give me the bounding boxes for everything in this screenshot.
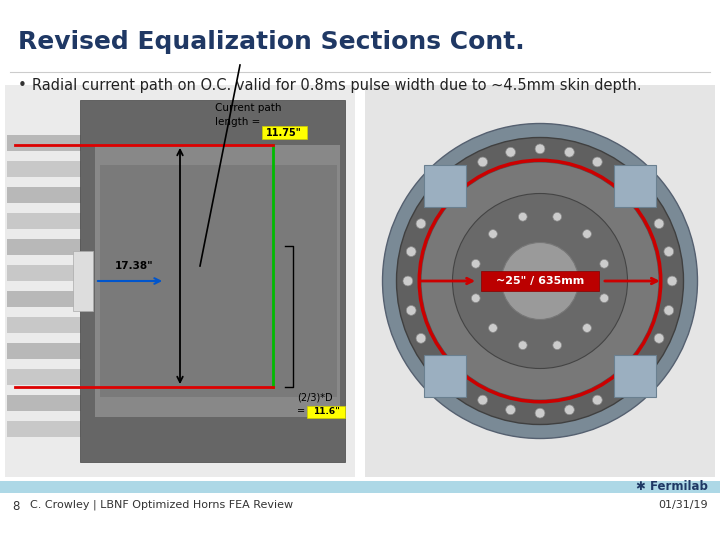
Circle shape: [654, 219, 664, 228]
Bar: [307, 406, 345, 418]
Circle shape: [489, 323, 498, 333]
Circle shape: [403, 276, 413, 286]
Text: 17.38": 17.38": [114, 261, 153, 271]
Circle shape: [564, 147, 575, 157]
Text: length =: length =: [215, 117, 264, 127]
Bar: [7, 187, 83, 203]
Bar: [95, 145, 340, 417]
Circle shape: [472, 259, 480, 268]
Bar: [365, 85, 715, 477]
Text: Current path: Current path: [215, 103, 282, 113]
Circle shape: [667, 276, 677, 286]
Circle shape: [397, 138, 683, 424]
Bar: [7, 136, 83, 151]
Bar: [262, 126, 307, 139]
Circle shape: [416, 219, 426, 228]
Circle shape: [553, 341, 562, 349]
Circle shape: [478, 395, 487, 405]
Circle shape: [382, 124, 698, 438]
Circle shape: [453, 380, 462, 389]
Circle shape: [664, 306, 674, 315]
Bar: [614, 165, 657, 207]
Circle shape: [478, 157, 487, 167]
Text: 01/31/19: 01/31/19: [658, 500, 708, 510]
Bar: [7, 239, 83, 255]
Circle shape: [416, 333, 426, 343]
Text: •: •: [18, 78, 27, 93]
Text: ~25" / 635mm: ~25" / 635mm: [496, 276, 584, 286]
Circle shape: [453, 173, 462, 183]
Circle shape: [618, 380, 627, 389]
Bar: [0, 481, 720, 493]
Text: =: =: [297, 406, 308, 416]
Bar: [7, 161, 83, 177]
Text: Revised Equalization Sections Cont.: Revised Equalization Sections Cont.: [18, 30, 525, 54]
Circle shape: [535, 408, 545, 418]
Bar: [7, 265, 83, 281]
Bar: [423, 355, 466, 397]
Circle shape: [535, 144, 545, 154]
Bar: [5, 85, 355, 477]
Bar: [80, 100, 345, 462]
Circle shape: [553, 212, 562, 221]
Circle shape: [582, 323, 591, 333]
Circle shape: [618, 173, 627, 183]
Text: ✱ Fermilab: ✱ Fermilab: [636, 481, 708, 494]
Text: 11.6": 11.6": [312, 408, 339, 416]
Bar: [614, 355, 657, 397]
Circle shape: [564, 405, 575, 415]
Circle shape: [406, 247, 416, 256]
Circle shape: [518, 212, 527, 221]
Circle shape: [518, 341, 527, 349]
Circle shape: [664, 247, 674, 256]
Circle shape: [505, 405, 516, 415]
Bar: [100, 165, 337, 397]
Text: Radial current path on O.C. valid for 0.8ms pulse width due to ~4.5mm skin depth: Radial current path on O.C. valid for 0.…: [32, 78, 642, 93]
Circle shape: [505, 147, 516, 157]
Circle shape: [639, 359, 648, 368]
Circle shape: [452, 193, 628, 368]
FancyBboxPatch shape: [73, 251, 93, 311]
Bar: [423, 165, 466, 207]
Bar: [7, 369, 83, 385]
Text: 11.75": 11.75": [266, 127, 302, 138]
Circle shape: [406, 306, 416, 315]
Circle shape: [654, 333, 664, 343]
Circle shape: [502, 242, 578, 320]
Text: 8: 8: [12, 500, 19, 513]
Bar: [7, 343, 83, 359]
Circle shape: [582, 230, 591, 238]
Bar: [7, 292, 83, 307]
Bar: [7, 213, 83, 229]
Circle shape: [639, 194, 648, 204]
Text: (2/3)*D: (2/3)*D: [297, 392, 333, 402]
Circle shape: [593, 395, 602, 405]
Circle shape: [600, 294, 608, 302]
Circle shape: [432, 194, 441, 204]
Circle shape: [421, 162, 659, 400]
Circle shape: [432, 359, 441, 368]
Circle shape: [531, 272, 549, 290]
Bar: [7, 395, 83, 411]
Bar: [7, 421, 83, 437]
Circle shape: [593, 157, 602, 167]
Circle shape: [472, 294, 480, 302]
Bar: [481, 271, 599, 291]
Bar: [7, 318, 83, 333]
Circle shape: [600, 259, 608, 268]
Text: C. Crowley | LBNF Optimized Horns FEA Review: C. Crowley | LBNF Optimized Horns FEA Re…: [30, 500, 293, 510]
Circle shape: [489, 230, 498, 238]
